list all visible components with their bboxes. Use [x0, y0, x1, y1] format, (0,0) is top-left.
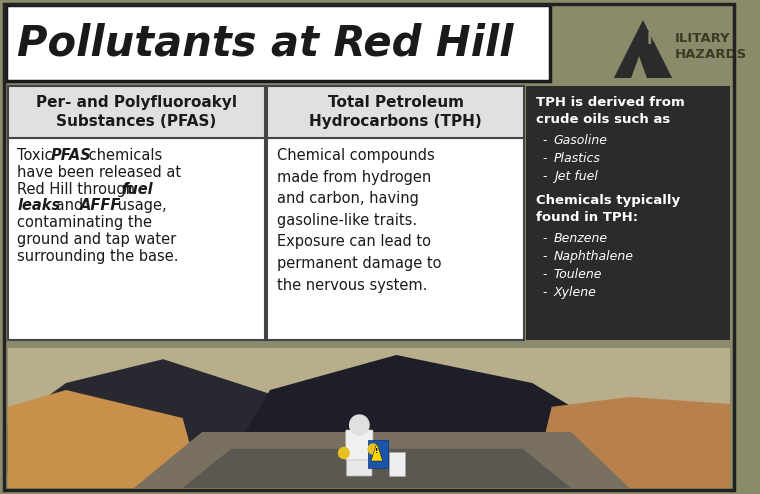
Polygon shape — [371, 443, 382, 461]
FancyBboxPatch shape — [267, 86, 524, 340]
Text: Gasoline: Gasoline — [553, 134, 607, 147]
Text: Jet fuel: Jet fuel — [553, 170, 597, 183]
Circle shape — [338, 448, 349, 458]
Polygon shape — [532, 397, 730, 488]
FancyBboxPatch shape — [368, 440, 388, 468]
Text: AFFF: AFFF — [80, 199, 121, 213]
Text: chemicals: chemicals — [84, 148, 162, 163]
Text: Naphthalene: Naphthalene — [553, 250, 634, 263]
Text: Benzene: Benzene — [553, 232, 608, 245]
Text: Chemicals typically
found in TPH:: Chemicals typically found in TPH: — [536, 194, 680, 223]
Text: usage,: usage, — [112, 199, 166, 213]
Text: !: ! — [375, 448, 378, 454]
Text: Toxic: Toxic — [17, 148, 58, 163]
Circle shape — [368, 444, 378, 454]
Polygon shape — [632, 56, 647, 78]
Circle shape — [350, 415, 369, 435]
Text: fuel: fuel — [122, 182, 153, 197]
Text: M: M — [647, 32, 662, 47]
Text: Red Hill through: Red Hill through — [17, 182, 140, 197]
Text: ground and tap water: ground and tap water — [17, 232, 177, 247]
Text: have been released at: have been released at — [17, 165, 182, 180]
FancyBboxPatch shape — [267, 86, 524, 138]
Text: ILITARY: ILITARY — [675, 32, 730, 45]
Text: -: - — [542, 134, 546, 147]
Text: -: - — [542, 232, 546, 245]
FancyBboxPatch shape — [8, 86, 265, 138]
FancyBboxPatch shape — [8, 348, 730, 488]
FancyBboxPatch shape — [347, 454, 372, 476]
Polygon shape — [134, 432, 629, 488]
Text: Chemical compounds
made from hydrogen
and carbon, having
gasoline-like traits.
E: Chemical compounds made from hydrogen an… — [277, 148, 442, 292]
Text: PFAS: PFAS — [50, 148, 91, 163]
Text: -: - — [542, 268, 546, 281]
Text: Plastics: Plastics — [553, 152, 600, 165]
FancyBboxPatch shape — [6, 5, 549, 81]
Text: HAZARDS: HAZARDS — [675, 48, 747, 61]
Text: TPH is derived from
crude oils such as: TPH is derived from crude oils such as — [536, 96, 685, 125]
Text: Per- and Polyfluoroakyl
Substances (PFAS): Per- and Polyfluoroakyl Substances (PFAS… — [36, 94, 237, 129]
Text: Total Petroleum
Hydrocarbons (TPH): Total Petroleum Hydrocarbons (TPH) — [309, 94, 482, 129]
Text: -: - — [542, 250, 546, 263]
FancyBboxPatch shape — [8, 86, 265, 340]
Text: Xylene: Xylene — [553, 286, 597, 299]
Polygon shape — [221, 355, 730, 474]
FancyBboxPatch shape — [389, 452, 405, 476]
Text: Toulene: Toulene — [553, 268, 602, 281]
Text: -: - — [542, 286, 546, 299]
Polygon shape — [8, 359, 280, 474]
FancyBboxPatch shape — [527, 86, 730, 340]
Text: and: and — [50, 199, 87, 213]
Polygon shape — [614, 20, 672, 78]
Text: leaks: leaks — [17, 199, 61, 213]
Text: contaminating the: contaminating the — [17, 215, 153, 230]
FancyBboxPatch shape — [8, 348, 730, 411]
Polygon shape — [8, 390, 202, 488]
Text: -: - — [542, 170, 546, 183]
FancyBboxPatch shape — [346, 430, 373, 460]
Text: -: - — [542, 152, 546, 165]
Text: Pollutants at Red Hill: Pollutants at Red Hill — [17, 22, 514, 64]
Polygon shape — [182, 449, 571, 488]
Polygon shape — [632, 63, 643, 78]
Text: surrounding the base.: surrounding the base. — [17, 249, 179, 264]
